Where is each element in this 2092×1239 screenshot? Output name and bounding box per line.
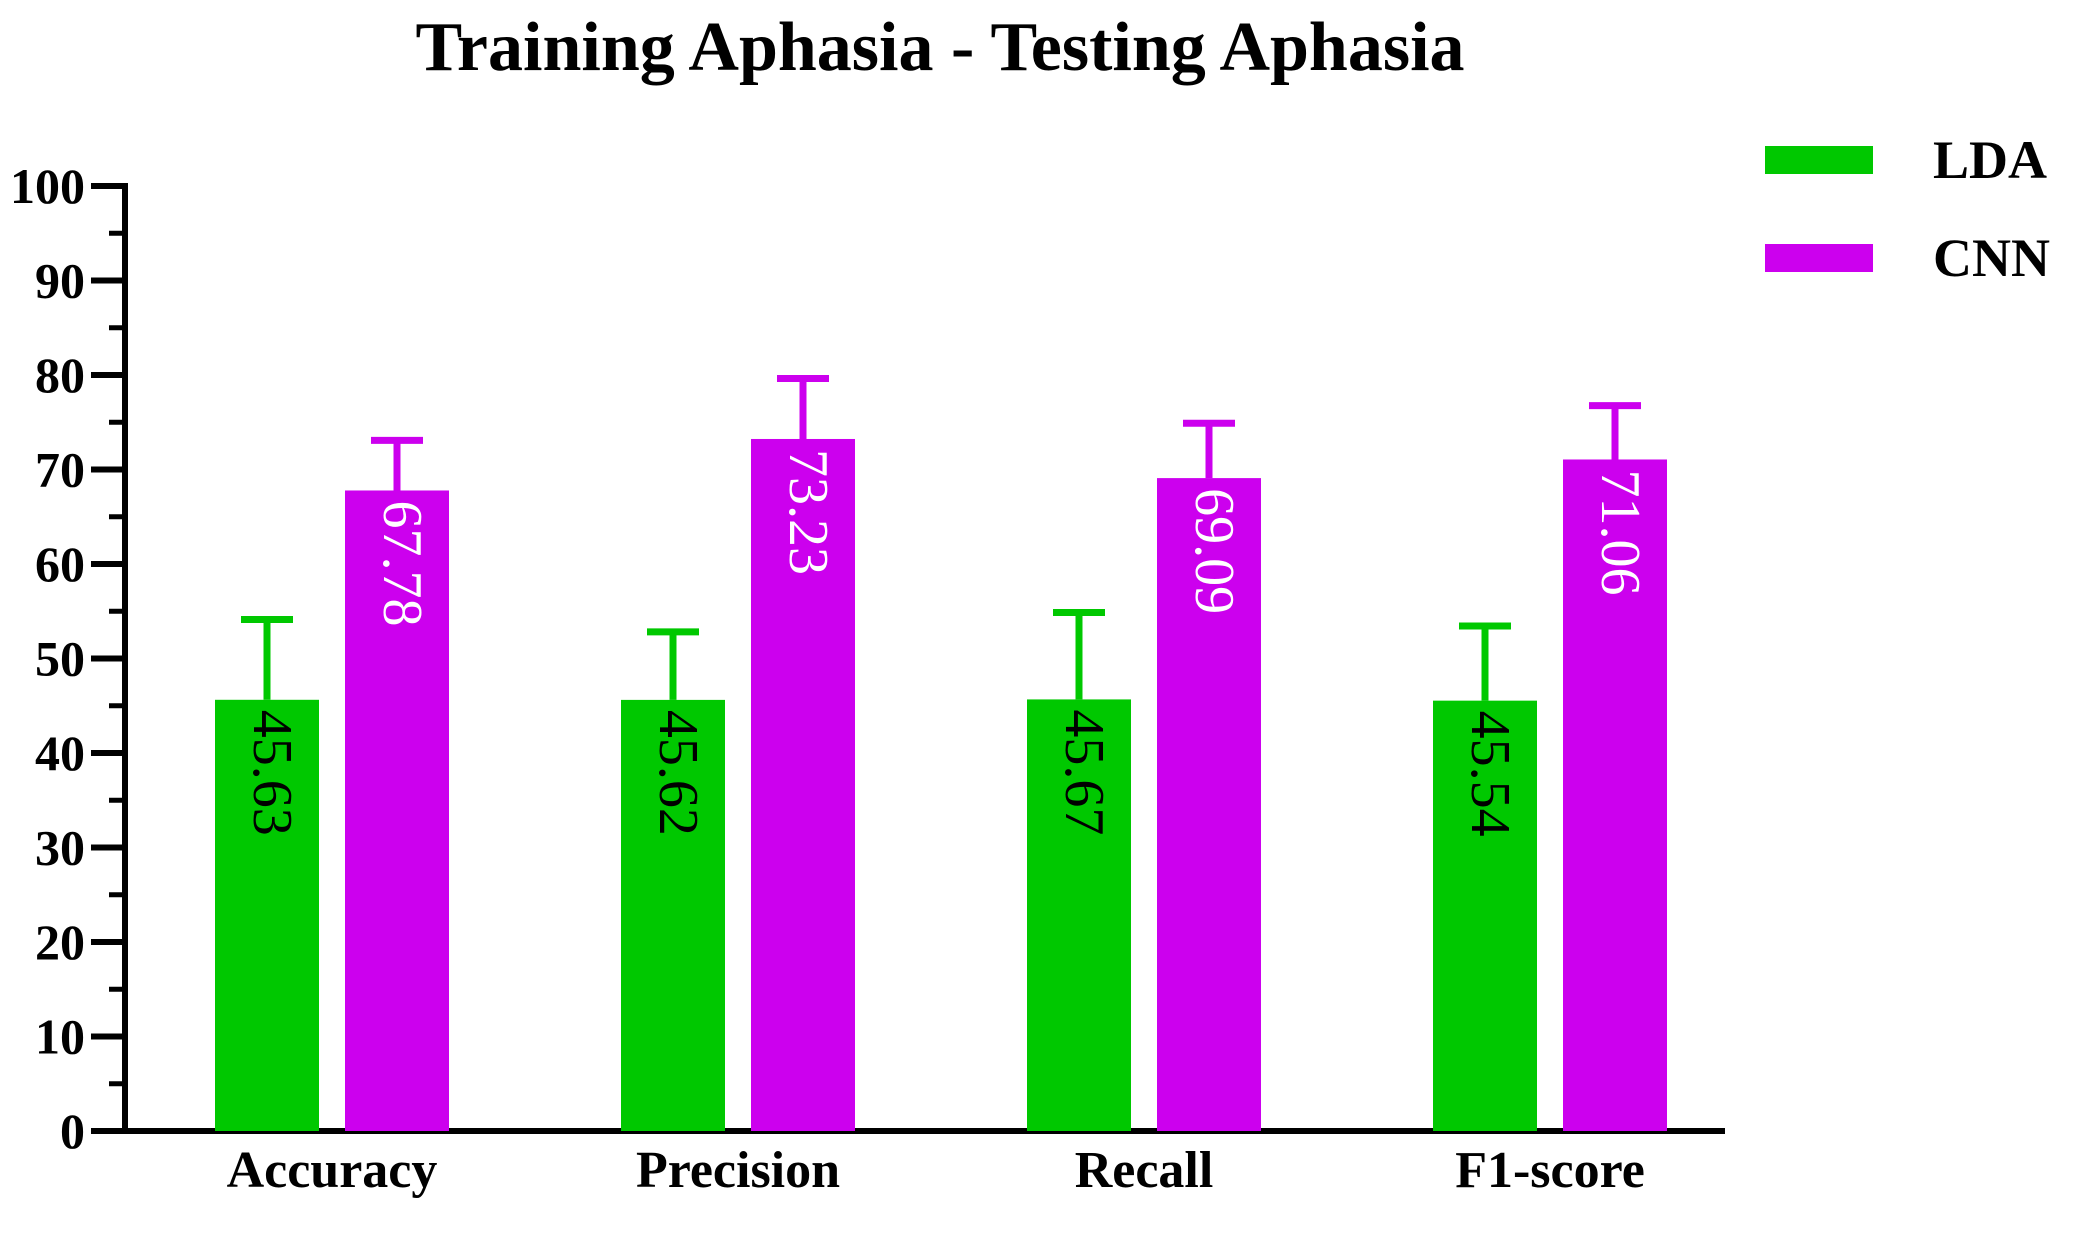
- y-tick-label: 10: [35, 1009, 85, 1065]
- legend-swatch: [1765, 244, 1873, 272]
- y-tick-label: 60: [35, 536, 85, 592]
- y-tick-label: 0: [60, 1103, 85, 1159]
- y-tick-label: 100: [10, 158, 85, 214]
- bar-value-label: 73.23: [777, 449, 839, 575]
- data-labels: 45.63 67.78 45.62 73.23 45.67 69.09 45.54 71.06: [241, 449, 1651, 837]
- x-tick-label: Precision: [636, 1142, 840, 1199]
- bar-cnn-recall: [1157, 478, 1261, 1131]
- y-tick-label: 80: [35, 347, 85, 403]
- bar-value-label: 67.78: [371, 500, 433, 626]
- bar-value-label: 45.62: [647, 710, 709, 836]
- legend-label: LDA: [1933, 130, 2047, 190]
- chart-title: Training Aphasia - Testing Aphasia: [415, 9, 1464, 86]
- legend-swatch: [1765, 146, 1873, 174]
- y-tick-label: 40: [35, 725, 85, 781]
- x-tick-label: Recall: [1075, 1142, 1214, 1199]
- y-tick-label: 70: [35, 442, 85, 498]
- bar-value-label: 69.09: [1183, 488, 1245, 614]
- y-tick-label: 20: [35, 914, 85, 970]
- y-tick-label: 30: [35, 820, 85, 876]
- bar-value-label: 45.63: [241, 710, 303, 836]
- bar-lda-accuracy: [215, 699, 319, 1131]
- bar-lda-f1-score: [1433, 700, 1537, 1131]
- bar-cnn-f1-score: [1563, 459, 1667, 1131]
- legend: LDA CNN: [1765, 130, 2050, 288]
- bar-lda-recall: [1027, 699, 1131, 1131]
- bar-cnn-accuracy: [345, 490, 449, 1131]
- bars: [215, 374, 1667, 1131]
- bar-cnn-precision: [751, 438, 855, 1131]
- bar-lda-precision: [621, 699, 725, 1131]
- x-tick-label: F1-score: [1455, 1142, 1645, 1199]
- bar-value-label: 71.06: [1589, 469, 1651, 595]
- x-tick-label: Accuracy: [227, 1142, 438, 1199]
- legend-label: CNN: [1933, 228, 2050, 288]
- bar-value-label: 45.54: [1459, 711, 1521, 837]
- bar-value-label: 45.67: [1053, 709, 1115, 835]
- y-tick-label: 50: [35, 631, 85, 687]
- y-tick-label: 90: [35, 253, 85, 309]
